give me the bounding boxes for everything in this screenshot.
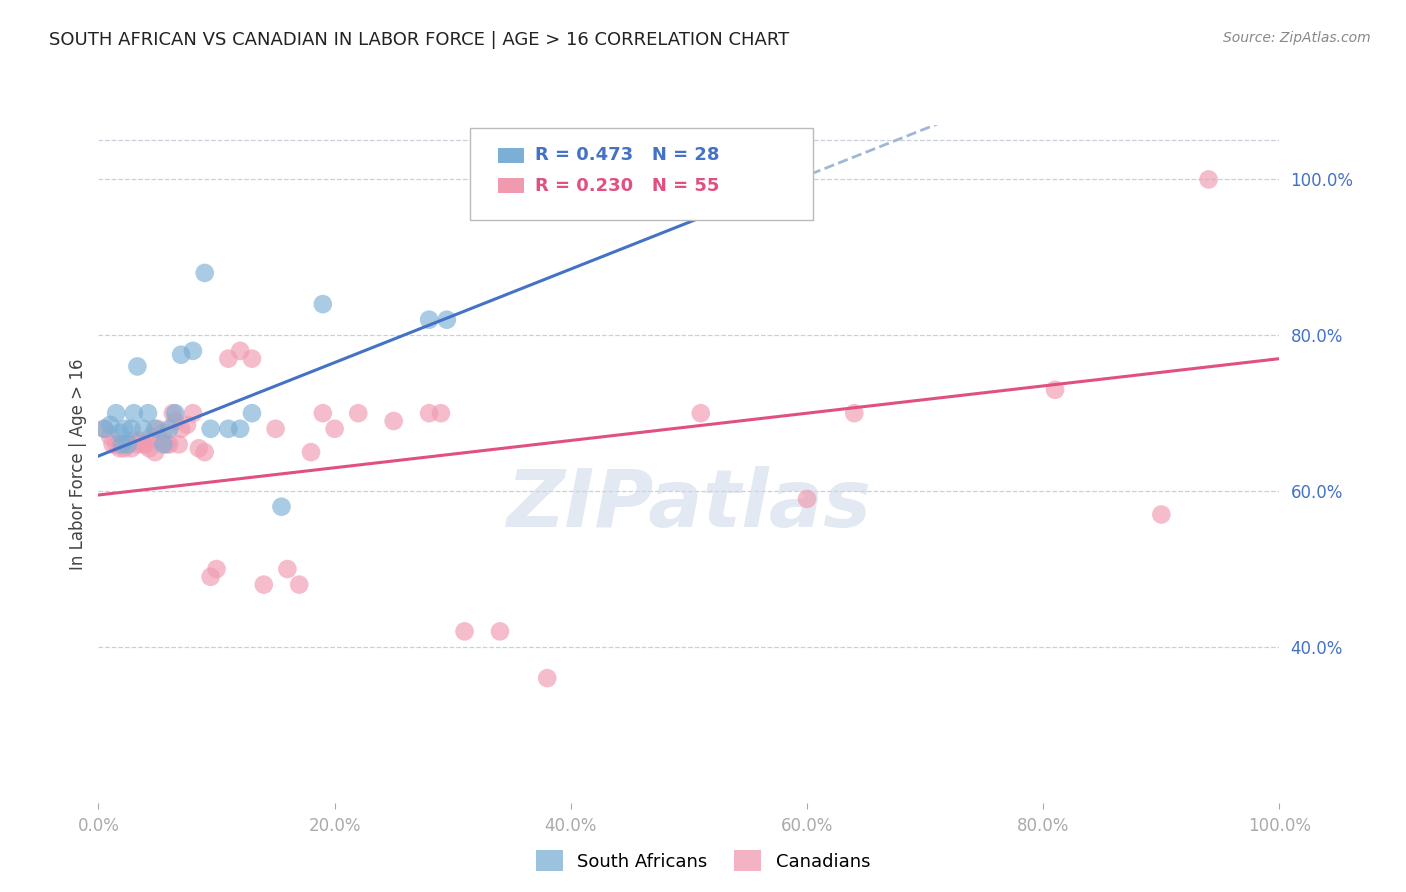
Point	[229, 422, 252, 436]
Point	[117, 437, 139, 451]
Point	[312, 406, 335, 420]
Point	[108, 442, 131, 456]
Point	[138, 442, 160, 456]
Point	[276, 562, 298, 576]
Point	[181, 343, 204, 358]
Point	[98, 429, 121, 443]
Point	[105, 437, 128, 451]
Point	[150, 434, 173, 448]
Point	[382, 414, 405, 428]
Point	[162, 406, 184, 420]
Point	[217, 422, 239, 436]
Point	[152, 425, 174, 440]
Point	[132, 422, 155, 436]
Point	[122, 406, 145, 420]
Point	[141, 429, 163, 443]
Point	[167, 437, 190, 451]
Point	[430, 406, 453, 420]
Point	[536, 671, 558, 685]
Point	[270, 500, 292, 514]
Point	[288, 577, 311, 591]
Point	[117, 437, 139, 451]
FancyBboxPatch shape	[498, 148, 523, 163]
Point	[347, 406, 370, 420]
Point	[170, 348, 193, 362]
Point	[143, 445, 166, 459]
Point	[205, 562, 228, 576]
Point	[187, 442, 209, 456]
Point	[156, 437, 179, 451]
Point	[264, 422, 287, 436]
Point	[418, 312, 440, 326]
Point	[101, 437, 124, 451]
Point	[152, 437, 174, 451]
Point	[165, 414, 187, 428]
Point	[240, 406, 263, 420]
Point	[157, 437, 180, 451]
Point	[689, 406, 711, 420]
Point	[299, 445, 322, 459]
Point	[1198, 172, 1220, 186]
Point	[157, 422, 180, 436]
Point	[418, 406, 440, 420]
Point	[98, 417, 121, 432]
Point	[122, 434, 145, 448]
Point	[761, 172, 783, 186]
Point	[112, 422, 135, 436]
Point	[146, 422, 169, 436]
Point	[127, 437, 149, 451]
Text: Source: ZipAtlas.com: Source: ZipAtlas.com	[1223, 31, 1371, 45]
Text: SOUTH AFRICAN VS CANADIAN IN LABOR FORCE | AGE > 16 CORRELATION CHART: SOUTH AFRICAN VS CANADIAN IN LABOR FORCE…	[49, 31, 789, 49]
Text: R = 0.473   N = 28: R = 0.473 N = 28	[536, 146, 720, 164]
Point	[165, 406, 187, 420]
Point	[194, 445, 217, 459]
Point	[1043, 383, 1066, 397]
Point	[136, 406, 159, 420]
Point	[121, 442, 143, 456]
Point	[181, 406, 204, 420]
Point	[176, 417, 198, 432]
Point	[143, 422, 166, 436]
Point	[240, 351, 263, 366]
Text: ZIPatlas: ZIPatlas	[506, 466, 872, 543]
Text: R = 0.230   N = 55: R = 0.230 N = 55	[536, 177, 720, 194]
Point	[253, 577, 276, 591]
Point	[121, 422, 143, 436]
Point	[93, 422, 115, 436]
Legend: South Africans, Canadians: South Africans, Canadians	[529, 843, 877, 879]
Point	[489, 624, 512, 639]
Point	[323, 422, 346, 436]
Point	[194, 266, 217, 280]
Point	[112, 442, 135, 456]
Point	[200, 570, 222, 584]
Point	[1150, 508, 1173, 522]
Point	[312, 297, 335, 311]
Point	[170, 422, 193, 436]
Point	[453, 624, 475, 639]
Point	[229, 343, 252, 358]
Point	[132, 437, 155, 451]
Point	[105, 406, 128, 420]
Point	[93, 422, 115, 436]
Y-axis label: In Labor Force | Age > 16: In Labor Force | Age > 16	[69, 358, 87, 570]
Point	[135, 437, 157, 451]
Point	[128, 434, 150, 448]
Point	[127, 359, 149, 374]
Point	[200, 422, 222, 436]
Point	[436, 312, 458, 326]
Point	[844, 406, 866, 420]
Point	[111, 437, 134, 451]
Point	[111, 437, 134, 451]
Point	[108, 425, 131, 440]
FancyBboxPatch shape	[471, 128, 813, 219]
Point	[796, 491, 818, 506]
Point	[217, 351, 239, 366]
FancyBboxPatch shape	[498, 178, 523, 194]
